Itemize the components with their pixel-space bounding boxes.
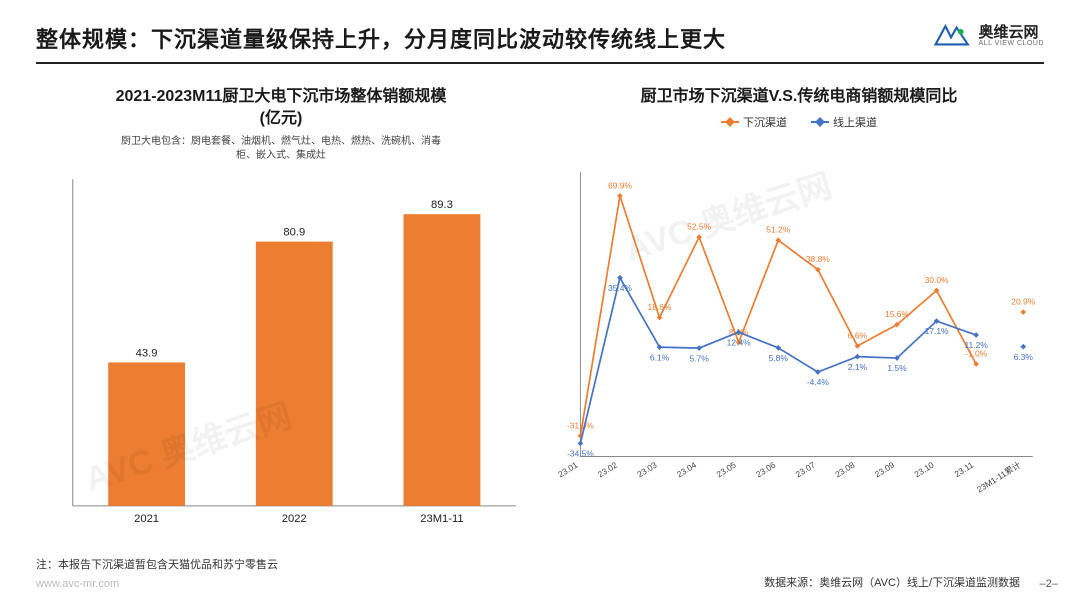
svg-text:20.9%: 20.9% [1011, 296, 1035, 306]
svg-text:23.10: 23.10 [912, 459, 936, 479]
slide-header: 整体规模：下沉渠道量级保持上升，分月度同比波动较传统线上更大 奥维云网 ALL … [36, 22, 1044, 64]
logo-en: ALL VIEW CLOUD [979, 40, 1044, 47]
svg-text:2022: 2022 [282, 513, 307, 525]
svg-text:5.7%: 5.7% [689, 353, 709, 363]
svg-text:2.1%: 2.1% [848, 361, 868, 371]
svg-text:23.08: 23.08 [833, 459, 857, 479]
logo-icon [929, 22, 973, 50]
svg-text:23.01: 23.01 [556, 459, 580, 479]
svg-text:6.6%: 6.6% [848, 330, 868, 340]
svg-text:23M1-11: 23M1-11 [420, 513, 463, 525]
bar-chart-title: 2021-2023M11厨卫大电下沉市场整体销额规模(亿元) [36, 86, 526, 129]
svg-text:17.1%: 17.1% [925, 326, 949, 336]
line-chart: 23.01 23.02 23.03 23.04 23.05 23.06 23.07 23.08… [554, 134, 1044, 526]
svg-text:-31.3%: -31.3% [567, 420, 594, 430]
logo-cn: 奥维云网 [979, 25, 1044, 40]
svg-text:23.03: 23.03 [635, 459, 659, 479]
svg-text:-4.4%: -4.4% [807, 377, 830, 387]
brand-logo: 奥维云网 ALL VIEW CLOUD [929, 22, 1044, 50]
svg-text:11.2%: 11.2% [964, 340, 988, 350]
svg-text:-34.5%: -34.5% [567, 448, 594, 458]
svg-text:6.3%: 6.3% [1014, 351, 1034, 361]
svg-text:43.9: 43.9 [136, 348, 158, 360]
svg-text:23.04: 23.04 [675, 459, 699, 479]
svg-text:89.3: 89.3 [431, 199, 453, 211]
svg-text:30.0%: 30.0% [925, 275, 949, 285]
legend-series1: 下沉渠道 [743, 114, 787, 130]
bar-chart-pane: 2021-2023M11厨卫大电下沉市场整体销额规模(亿元) 厨卫大电包含：厨电… [36, 86, 526, 526]
svg-text:23.07: 23.07 [794, 459, 818, 479]
svg-text:18.6%: 18.6% [648, 302, 672, 312]
bar-chart: 43.9 2021 80.9 2022 89.3 23M1-11 [36, 169, 526, 537]
svg-text:12.4%: 12.4% [727, 337, 751, 347]
svg-text:38.8%: 38.8% [806, 254, 830, 264]
svg-text:35.4%: 35.4% [608, 282, 632, 292]
line-chart-legend: 下沉渠道 线上渠道 [554, 114, 1044, 130]
svg-text:23M1-11累计: 23M1-11累计 [975, 459, 1023, 494]
page-number: –2– [1040, 578, 1058, 590]
slide-title: 整体规模：下沉渠道量级保持上升，分月度同比波动较传统线上更大 [36, 22, 726, 54]
svg-text:23.05: 23.05 [714, 459, 738, 479]
svg-text:23.09: 23.09 [873, 459, 897, 479]
svg-text:1.5%: 1.5% [887, 363, 907, 373]
svg-text:69.9%: 69.9% [608, 180, 632, 190]
line-chart-title: 厨卫市场下沉渠道V.S.传统电商销额规模同比 [554, 86, 1044, 108]
line-chart-pane: 厨卫市场下沉渠道V.S.传统电商销额规模同比 下沉渠道 线上渠道 23.0123… [554, 86, 1044, 526]
svg-text:2021: 2021 [134, 513, 159, 525]
svg-text:23.11: 23.11 [952, 459, 975, 479]
svg-text:80.9: 80.9 [283, 227, 305, 239]
bar-chart-subtitle: 厨卫大电包含：厨电套餐、油烟机、燃气灶、电热、燃热、洗碗机、消毒柜、嵌入式、集成… [36, 135, 526, 163]
source-url: www.avc-mr.com [36, 578, 119, 590]
svg-text:5.8%: 5.8% [769, 353, 789, 363]
legend-series2: 线上渠道 [833, 114, 877, 130]
svg-text:51.2%: 51.2% [766, 224, 790, 234]
svg-text:23.02: 23.02 [596, 459, 620, 479]
svg-text:15.6%: 15.6% [885, 309, 909, 319]
data-source: 数据来源：奥维云网（AVC）线上/下沉渠道监测数据 [764, 574, 1020, 590]
svg-text:52.5%: 52.5% [687, 221, 711, 231]
footnote: 注：本报告下沉渠道暂包含天猫优品和苏宁零售云 [36, 556, 278, 572]
svg-text:23.06: 23.06 [754, 459, 778, 479]
svg-text:6.1%: 6.1% [650, 352, 670, 362]
